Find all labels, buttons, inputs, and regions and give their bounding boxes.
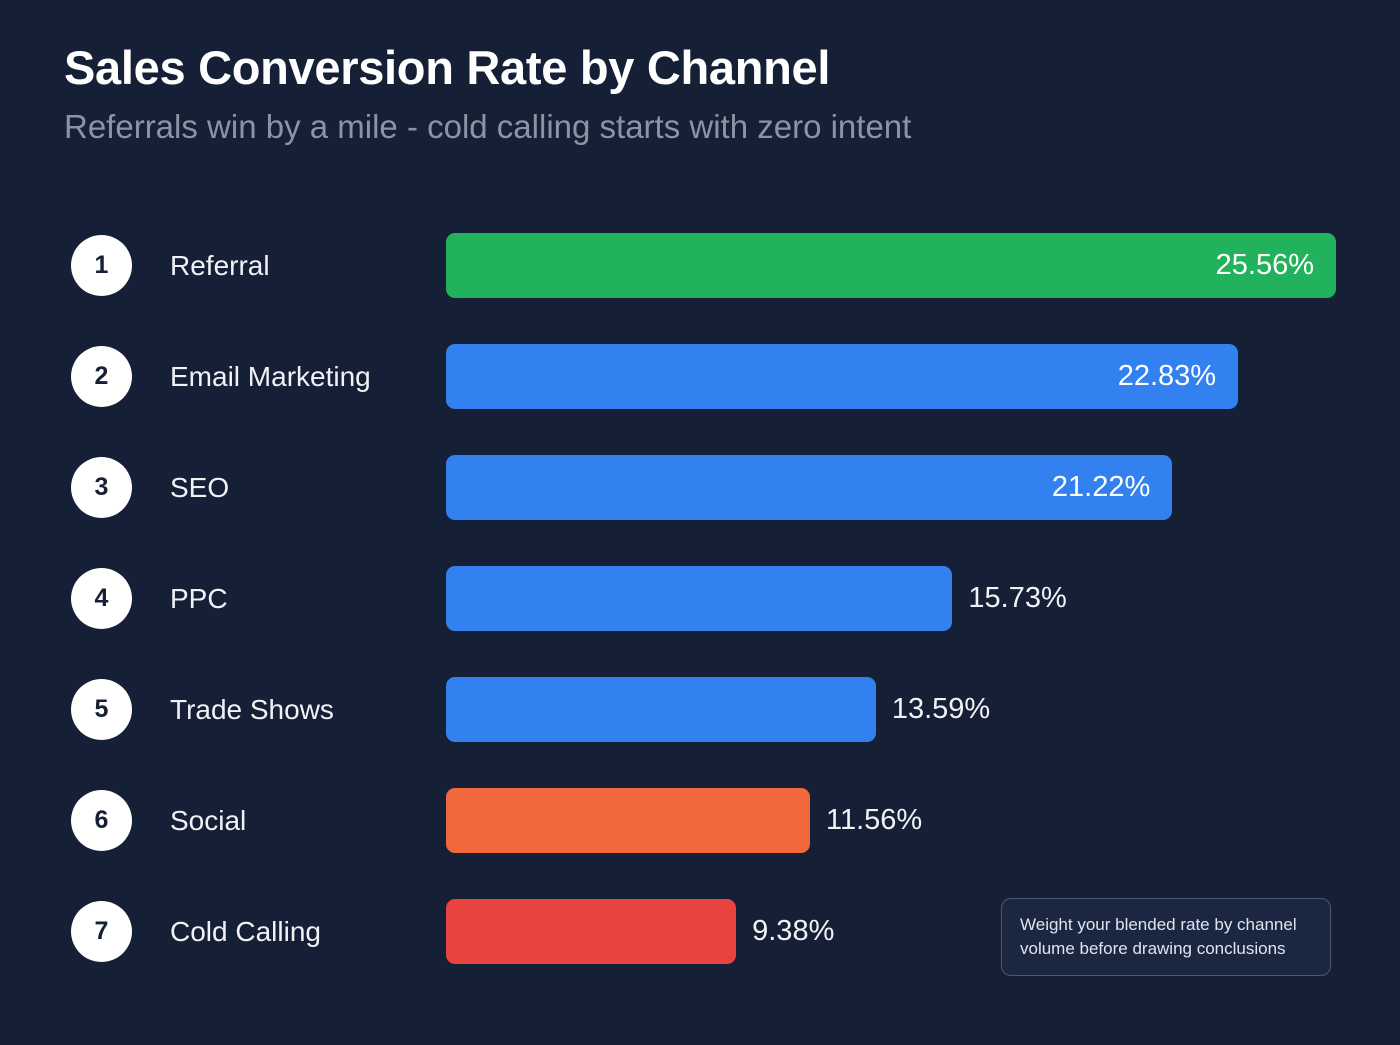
bar-row: 2 Email Marketing 22.83% <box>0 338 1400 449</box>
bar-value-label: 22.83% <box>1117 360 1217 392</box>
bar[interactable]: 22.83% <box>446 344 1239 409</box>
bar-value-label: 21.22% <box>1051 471 1151 503</box>
rank-badge: 4 <box>71 568 132 629</box>
rank-badge: 3 <box>71 457 132 518</box>
bar-value-label: 13.59% <box>891 693 991 725</box>
rank-badge: 2 <box>71 346 132 407</box>
bar-row: 4 PPC 15.73% <box>0 560 1400 671</box>
bar-row: 5 Trade Shows 13.59% <box>0 671 1400 782</box>
bar[interactable]: 25.56% <box>446 233 1336 298</box>
bar-track: 9.38% <box>446 899 1336 964</box>
category-label: Cold Calling <box>170 915 321 947</box>
bar-track: 22.83% <box>446 344 1336 409</box>
bar-row: 7 Cold Calling 9.38% <box>0 893 1400 1004</box>
bar-row: 3 SEO 21.22% <box>0 449 1400 560</box>
category-label: SEO <box>170 471 230 503</box>
bar-value-label: 25.56% <box>1215 249 1314 281</box>
bar-track: 21.22% <box>446 455 1336 520</box>
bar-track: 15.73% <box>446 566 1336 631</box>
bar[interactable] <box>446 566 953 631</box>
bar-row: 6 Social 11.56% <box>0 782 1400 893</box>
category-label: PPC <box>170 582 228 614</box>
bar[interactable]: 21.22% <box>446 455 1173 520</box>
annotation-box: Weight your blended rate by channel volu… <box>1001 898 1331 977</box>
bar-value-label: 9.38% <box>752 915 835 947</box>
bar-row: 1 Referral 25.56% <box>0 227 1400 338</box>
bar[interactable] <box>446 677 876 742</box>
rank-badge: 5 <box>71 679 132 740</box>
rank-badge: 6 <box>71 790 132 851</box>
bar[interactable] <box>446 899 737 964</box>
bar-track: 13.59% <box>446 677 1336 742</box>
annotation-text: Weight your blended rate by channel volu… <box>1020 915 1297 959</box>
category-label: Social <box>170 804 247 836</box>
category-label: Trade Shows <box>170 693 334 725</box>
bar[interactable] <box>446 788 810 853</box>
bar-rows: 1 Referral 25.56% 2 Email Marketing 22.83% 3 SE… <box>0 227 1400 1004</box>
chart-header: Sales Conversion Rate by Channel Referra… <box>64 42 1344 146</box>
bar-value-label: 11.56% <box>826 804 923 836</box>
category-label: Email Marketing <box>170 360 371 392</box>
bar-value-label: 15.73% <box>968 582 1067 614</box>
category-label: Referral <box>170 249 270 281</box>
chart-subtitle: Referrals win by a mile - cold calling s… <box>64 107 912 145</box>
bar-track: 25.56% <box>446 233 1336 298</box>
bar-track: 11.56% <box>446 788 1336 853</box>
page-title: Sales Conversion Rate by Channel <box>64 41 831 94</box>
rank-badge: 7 <box>71 901 132 962</box>
rank-badge: 1 <box>71 235 132 296</box>
